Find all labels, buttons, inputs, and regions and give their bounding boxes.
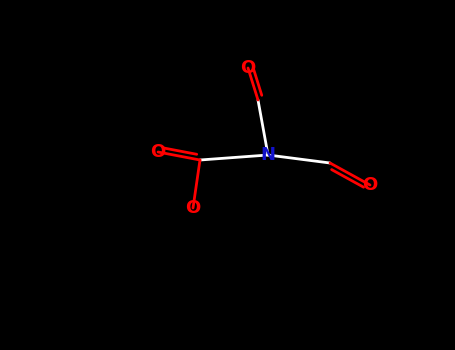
Text: N: N <box>261 146 275 164</box>
Text: O: O <box>362 176 378 194</box>
Text: O: O <box>150 143 166 161</box>
Text: O: O <box>240 59 256 77</box>
Text: O: O <box>185 199 201 217</box>
